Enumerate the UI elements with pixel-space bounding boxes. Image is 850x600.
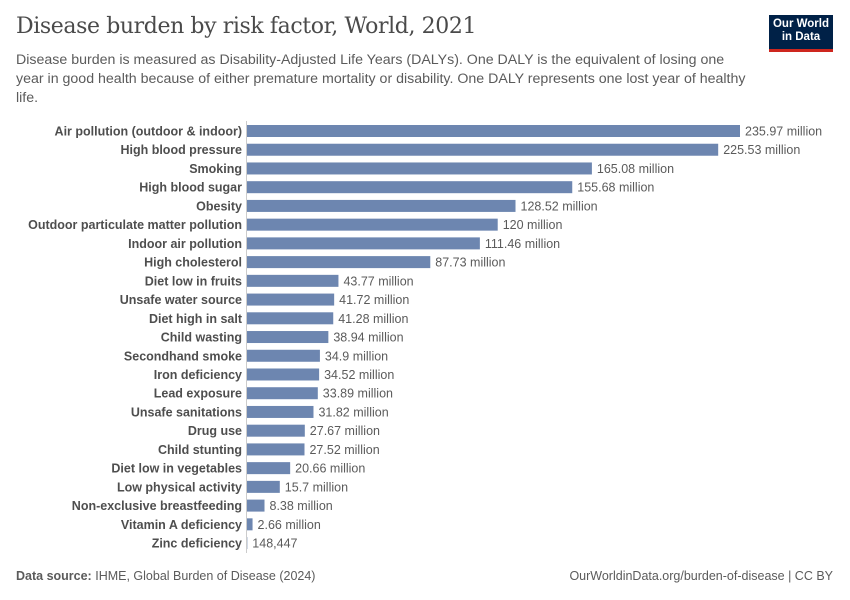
chart-subtitle: Disease burden is measured as Disability… [16, 52, 746, 106]
owid-logo[interactable]: Our World in Data [769, 15, 833, 52]
category-label: Unsafe water source [120, 293, 242, 307]
category-label: High blood pressure [120, 143, 242, 157]
bar[interactable] [247, 256, 431, 269]
category-label: Child stunting [158, 443, 242, 457]
category-label: Low physical activity [117, 480, 242, 494]
bar[interactable] [247, 199, 516, 212]
category-label: Child wasting [161, 331, 242, 345]
category-label: High blood sugar [139, 181, 242, 195]
category-label: Unsafe sanitations [131, 405, 242, 419]
category-label: Indoor air pollution [128, 237, 242, 251]
value-label: 43.77 million [343, 274, 413, 288]
chart-title: Disease burden by risk factor, World, 20… [16, 14, 477, 39]
value-label: 34.52 million [324, 368, 394, 382]
value-label: 15.7 million [285, 480, 348, 494]
bar[interactable] [247, 162, 592, 175]
bar[interactable] [247, 293, 335, 306]
value-label: 120 million [503, 218, 563, 232]
category-label: Smoking [189, 162, 242, 176]
bar[interactable] [247, 480, 280, 493]
value-label: 41.28 million [338, 312, 408, 326]
value-label: 225.53 million [723, 143, 800, 157]
category-label: Lead exposure [154, 387, 242, 401]
category-label: Vitamin A deficiency [121, 518, 242, 532]
value-label: 20.66 million [295, 462, 365, 476]
category-label: Zinc deficiency [152, 537, 242, 551]
bar[interactable] [247, 274, 339, 287]
category-label: Non-exclusive breastfeeding [72, 499, 242, 513]
bar[interactable] [247, 443, 305, 456]
bar[interactable] [247, 518, 253, 531]
category-label: Drug use [188, 424, 242, 438]
data-source: Data source: IHME, Global Burden of Dise… [16, 569, 315, 583]
value-label: 87.73 million [435, 256, 505, 270]
category-label: Obesity [196, 199, 242, 213]
bar[interactable] [247, 462, 291, 475]
category-label: Iron deficiency [154, 368, 242, 382]
logo-line-2: in Data [781, 31, 821, 43]
bar[interactable] [247, 125, 740, 137]
value-label: 31.82 million [318, 405, 388, 419]
category-label: Air pollution (outdoor & indoor) [55, 125, 242, 139]
value-label: 8.38 million [270, 499, 333, 513]
bar[interactable] [247, 143, 719, 156]
category-label: Outdoor particulate matter pollution [28, 218, 242, 232]
bar[interactable] [247, 331, 329, 344]
bar[interactable] [247, 424, 305, 437]
value-label: 128.52 million [521, 199, 598, 213]
value-label: 41.72 million [339, 293, 409, 307]
bar[interactable] [247, 218, 498, 231]
bar[interactable] [247, 405, 314, 418]
category-label: Secondhand smoke [124, 349, 242, 363]
bar[interactable] [247, 499, 265, 512]
value-label: 235.97 million [745, 125, 822, 139]
data-source-label: Data source: [16, 569, 92, 583]
bar[interactable] [247, 387, 318, 400]
category-label: High cholesterol [144, 256, 242, 270]
footer-url[interactable]: OurWorldinData.org/burden-of-disease | C… [569, 569, 833, 583]
value-label: 165.08 million [597, 162, 674, 176]
bar[interactable] [247, 349, 320, 362]
value-label: 27.67 million [310, 424, 380, 438]
category-label: Diet low in fruits [145, 274, 242, 288]
bar[interactable] [247, 181, 573, 194]
value-label: 33.89 million [323, 387, 393, 401]
category-label: Diet low in vegetables [111, 462, 242, 476]
value-label: 2.66 million [258, 518, 321, 532]
category-label: Diet high in salt [149, 312, 243, 326]
data-source-link[interactable]: IHME, Global Burden of Disease (2024) [95, 569, 316, 583]
value-label: 34.9 million [325, 349, 388, 363]
value-label: 111.46 million [485, 237, 560, 251]
bar[interactable] [247, 312, 334, 325]
logo-line-1: Our World [772, 18, 829, 30]
bar[interactable] [247, 237, 480, 250]
value-label: 27.52 million [309, 443, 379, 457]
bar[interactable] [247, 368, 320, 381]
value-label: 148,447 [252, 537, 297, 551]
value-label: 155.68 million [577, 181, 654, 195]
value-label: 38.94 million [333, 331, 403, 345]
